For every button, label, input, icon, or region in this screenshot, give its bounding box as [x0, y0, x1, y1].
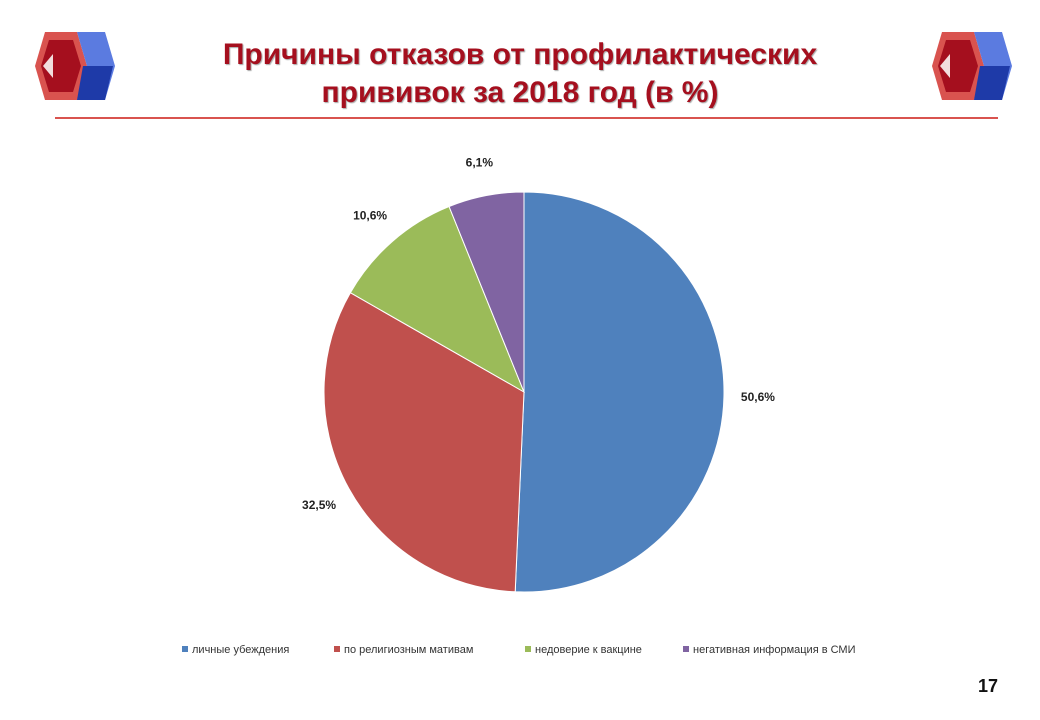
legend-swatch-2	[334, 646, 340, 652]
slide-title: Причины отказов от профилактических прив…	[150, 36, 890, 112]
legend-item-4: негативная информация в СМИ	[683, 644, 856, 656]
pie-slice-4	[448, 191, 525, 393]
legend-item-2: по религиозным мативам	[334, 644, 473, 656]
legend-label-1: личные убеждения	[192, 644, 289, 656]
legend-label-3: недоверие к вакцине	[535, 644, 642, 656]
pie-slice-1	[514, 191, 725, 593]
logo-left-icon	[35, 32, 115, 100]
title-line-2: прививок за 2018 год (в %)	[321, 76, 719, 109]
pie-slice-2	[323, 292, 525, 593]
logo-right-icon	[932, 32, 1012, 100]
legend-label-4: негативная информация в СМИ	[693, 644, 856, 656]
legend-item-3: недоверие к вакцине	[525, 644, 642, 656]
data-label-4: 6,1%	[466, 155, 494, 169]
legend-swatch-3	[525, 646, 531, 652]
title-divider	[55, 117, 998, 119]
legend-label-2: по религиозным мативам	[344, 644, 473, 656]
title-line-1: Причины отказов от профилактических	[222, 38, 818, 71]
legend-item-1: личные убеждения	[182, 644, 289, 656]
data-label-3: 10,6%	[353, 209, 387, 223]
legend-swatch-4	[683, 646, 689, 652]
legend-swatch-1	[182, 646, 188, 652]
pie-slice-3	[349, 205, 526, 394]
data-label-2: 32,5%	[302, 498, 336, 512]
page-number: 17	[978, 676, 999, 696]
data-label-1: 50,6%	[741, 390, 775, 404]
